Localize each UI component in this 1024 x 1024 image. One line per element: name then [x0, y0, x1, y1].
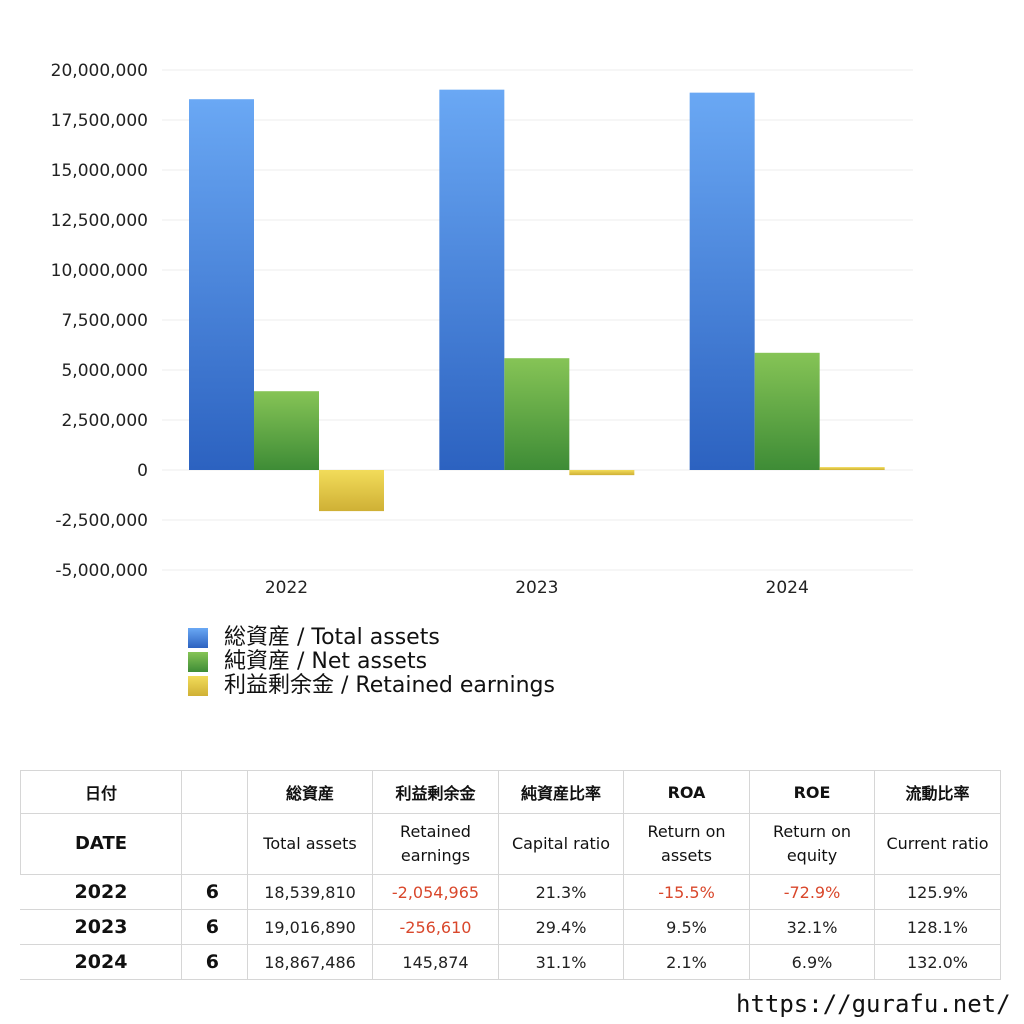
- header-en-roa-text: Return on assets: [647, 822, 726, 865]
- row-retained-earnings: -2,054,965: [372, 874, 499, 910]
- row-current-ratio: 125.9%: [874, 874, 1001, 910]
- row-roe: 6.9%: [749, 944, 875, 980]
- row-roe: -72.9%: [749, 874, 875, 910]
- bar-retained-earnings: [319, 470, 384, 512]
- bar-chart: 20,000,000 17,500,000 15,000,000 12,500,000…: [51, 61, 913, 598]
- legend-swatch-net-assets: [188, 652, 208, 672]
- row-year: 2022: [20, 874, 182, 910]
- row-roa: 9.5%: [623, 909, 750, 945]
- row-roa: 2.1%: [623, 944, 750, 980]
- bar-total-assets: [439, 89, 505, 470]
- y-tick-label: 10,000,000: [51, 261, 148, 281]
- header-jp-current-ratio: 流動比率: [874, 770, 1001, 814]
- y-tick-label: 20,000,000: [51, 61, 148, 81]
- legend-item-total-assets: 総資産 / Total assets: [188, 626, 555, 650]
- table-header-jp: 日付 総資産 利益剰余金 純資産比率 ROA ROE 流動比率: [20, 770, 1001, 814]
- header-en-roa: Return on assets: [623, 813, 750, 875]
- header-en-current-ratio: Current ratio: [874, 813, 1001, 875]
- bar-net-assets: [754, 352, 820, 470]
- row-month: 6: [181, 909, 248, 945]
- header-en-date: DATE: [20, 813, 182, 875]
- row-current-ratio: 132.0%: [874, 944, 1001, 980]
- legend: 総資産 / Total assets 純資産 / Net assets 利益剰余…: [188, 626, 555, 698]
- y-tick-label: 17,500,000: [51, 111, 148, 131]
- row-total-assets: 18,867,486: [247, 944, 373, 980]
- table-row: 2023 6 19,016,890 -256,610 29.4% 9.5% 32…: [20, 909, 1001, 945]
- bar-retained-earnings: [569, 470, 635, 476]
- legend-label-total-assets: 総資産 / Total assets: [224, 625, 440, 650]
- row-month: 6: [181, 874, 248, 910]
- bar-total-assets: [189, 99, 254, 470]
- bar-net-assets: [254, 391, 319, 470]
- y-tick-label: 0: [137, 461, 148, 481]
- header-jp-total-assets: 総資産: [247, 770, 373, 814]
- bars: [189, 89, 885, 512]
- header-jp-month: [181, 770, 248, 814]
- y-tick-label: -5,000,000: [55, 561, 148, 581]
- y-tick-label: -2,500,000: [55, 511, 148, 531]
- x-tick-label: 2022: [265, 578, 308, 598]
- x-tick-label: 2023: [515, 578, 558, 598]
- table-header-en: DATE Total assets Retained earnings Capi…: [20, 813, 1001, 875]
- bar-retained-earnings: [819, 467, 885, 470]
- row-year: 2023: [20, 909, 182, 945]
- legend-label-net-assets: 純資産 / Net assets: [224, 649, 428, 674]
- header-jp-roa: ROA: [623, 770, 750, 814]
- y-tick-label: 2,500,000: [61, 411, 148, 431]
- header-en-month: [181, 813, 248, 875]
- header-jp-retained-earnings: 利益剰余金: [372, 770, 499, 814]
- legend-swatch-total-assets: [188, 628, 208, 648]
- row-roa: -15.5%: [623, 874, 750, 910]
- financial-table: 日付 総資産 利益剰余金 純資産比率 ROA ROE 流動比率 DATE Tot…: [20, 770, 1001, 980]
- header-en-retained-earnings: Retained earnings: [372, 813, 499, 875]
- header-en-total-assets: Total assets: [247, 813, 373, 875]
- site-url: https://gurafu.net/: [736, 990, 1011, 1018]
- y-tick-label: 12,500,000: [51, 211, 148, 231]
- y-tick-label: 7,500,000: [61, 311, 148, 331]
- bar-total-assets: [689, 92, 755, 471]
- row-month: 6: [181, 944, 248, 980]
- row-capital-ratio: 29.4%: [498, 909, 624, 945]
- header-en-capital-ratio: Capital ratio: [498, 813, 624, 875]
- legend-item-retained-earnings: 利益剰余金 / Retained earnings: [188, 674, 555, 698]
- row-total-assets: 18,539,810: [247, 874, 373, 910]
- header-en-roe-text: Return on equity: [772, 822, 852, 865]
- header-jp-roe: ROE: [749, 770, 875, 814]
- x-axis-ticks: 2022 2023 2024: [265, 578, 809, 598]
- y-tick-label: 5,000,000: [61, 361, 148, 381]
- row-current-ratio: 128.1%: [874, 909, 1001, 945]
- row-retained-earnings: -256,610: [372, 909, 499, 945]
- row-capital-ratio: 31.1%: [498, 944, 624, 980]
- y-tick-label: 15,000,000: [51, 161, 148, 181]
- header-jp-date: 日付: [20, 770, 182, 814]
- legend-swatch-retained-earnings: [188, 676, 208, 696]
- gridlines: [162, 69, 913, 571]
- table-row: 2024 6 18,867,486 145,874 31.1% 2.1% 6.9…: [20, 944, 1001, 980]
- legend-item-net-assets: 純資産 / Net assets: [188, 650, 555, 674]
- y-axis-ticks: 20,000,000 17,500,000 15,000,000 12,500,000…: [51, 61, 148, 581]
- bar-net-assets: [504, 358, 570, 470]
- x-tick-label: 2024: [766, 578, 809, 598]
- header-jp-capital-ratio: 純資産比率: [498, 770, 624, 814]
- legend-label-retained-earnings: 利益剰余金 / Retained earnings: [224, 673, 555, 698]
- row-capital-ratio: 21.3%: [498, 874, 624, 910]
- row-total-assets: 19,016,890: [247, 909, 373, 945]
- row-year: 2024: [20, 944, 182, 980]
- header-en-roe: Return on equity: [749, 813, 875, 875]
- row-retained-earnings: 145,874: [372, 944, 499, 980]
- table-row: 2022 6 18,539,810 -2,054,965 21.3% -15.5…: [20, 874, 1001, 910]
- row-roe: 32.1%: [749, 909, 875, 945]
- header-en-retained-earnings-text: Retained earnings: [400, 822, 471, 865]
